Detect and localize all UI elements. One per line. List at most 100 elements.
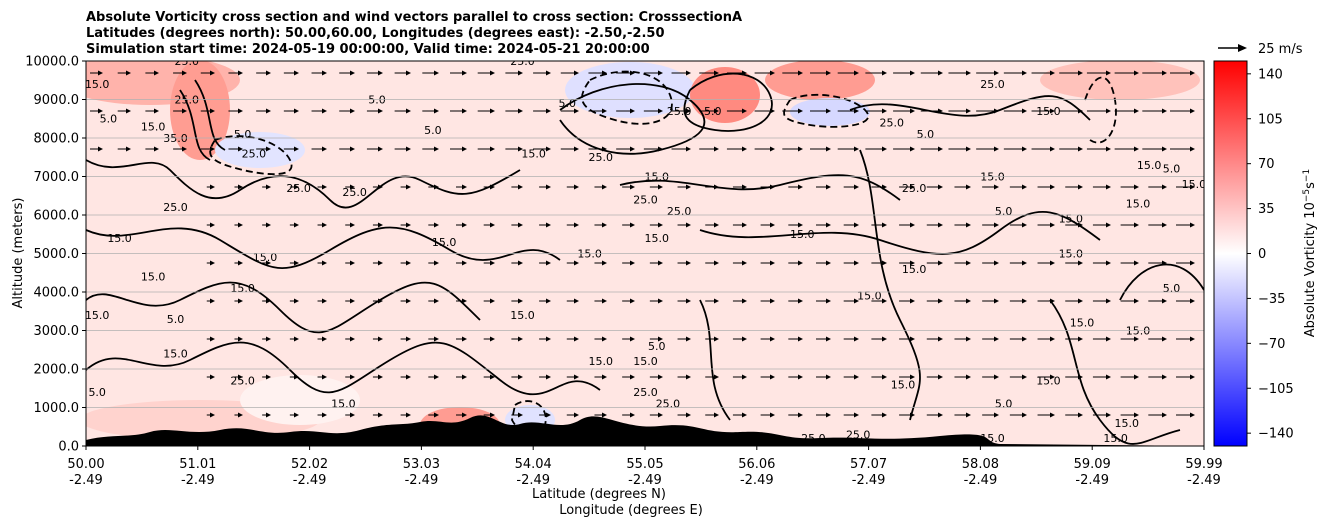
wind-vector-head <box>658 374 663 380</box>
wind-vector-head <box>854 184 859 190</box>
negative-vorticity-region <box>565 62 695 118</box>
wind-vector-head <box>462 374 467 380</box>
wind-vector-head <box>910 146 915 152</box>
wind-vector-head <box>574 336 579 342</box>
wind-vector-head <box>1134 184 1139 190</box>
wind-vector-head <box>938 70 943 76</box>
wind-vector-head <box>434 412 439 418</box>
y-tick-label: 1000.0 <box>34 401 80 416</box>
wind-vector-head <box>322 336 327 342</box>
wind-vector-head <box>686 336 691 342</box>
wind-vector-head <box>350 451 355 456</box>
wind-vector-head <box>1022 451 1027 456</box>
contour-label: 15.0 <box>85 78 110 91</box>
contour-label: 15.0 <box>589 355 614 368</box>
wind-vector-head <box>994 336 999 342</box>
wind-vector-head <box>1162 146 1167 152</box>
wind-vector-head <box>462 108 467 114</box>
wind-vector-head <box>602 222 607 228</box>
wind-vector-head <box>910 298 915 304</box>
wind-vector-head <box>518 108 523 114</box>
wind-vector-head <box>546 374 551 380</box>
wind-vector-head <box>658 336 663 342</box>
wind-vector-head <box>742 70 747 76</box>
wind-vector-head <box>910 184 915 190</box>
wind-vector-head <box>462 298 467 304</box>
wind-vector-head <box>1050 146 1055 152</box>
x-axis-label-latitude: Latitude (degrees N) <box>532 487 666 502</box>
y-tick-label: 3000.0 <box>34 324 80 339</box>
wind-vector-head <box>910 222 915 228</box>
quiver-key-arrow-head <box>1238 44 1247 52</box>
wind-vector-head <box>434 374 439 380</box>
contour-label: 5.0 <box>995 205 1013 218</box>
wind-vector-head <box>1134 451 1139 456</box>
wind-vector-head <box>1050 336 1055 342</box>
wind-vector-head <box>1022 146 1027 152</box>
wind-vector-head <box>1106 146 1111 152</box>
wind-vector-head <box>798 374 803 380</box>
wind-vector-head <box>462 412 467 418</box>
contour-line <box>699 299 731 421</box>
colorbar-tick-label: −140 <box>1258 427 1294 442</box>
contour-label: 15.0 <box>1036 105 1061 118</box>
positive-vorticity-region <box>170 61 230 160</box>
wind-vector-head <box>798 146 803 152</box>
wind-vector-head <box>1134 374 1139 380</box>
contour-label: 15.0 <box>891 378 916 391</box>
wind-vector-head <box>546 108 551 114</box>
wind-vector-head <box>966 222 971 228</box>
wind-vector-head <box>546 336 551 342</box>
wind-vector-head <box>882 260 887 266</box>
wind-vector-head <box>406 184 411 190</box>
wind-vector-head <box>294 260 299 266</box>
wind-vector-head <box>882 184 887 190</box>
wind-vector-head <box>518 298 523 304</box>
wind-vector-head <box>938 184 943 190</box>
wind-vector-head <box>1134 298 1139 304</box>
wind-vector-head <box>854 70 859 76</box>
contour-label: 15.0 <box>1137 159 1162 172</box>
wind-vector-head <box>378 451 383 456</box>
wind-vector-head <box>882 146 887 152</box>
wind-vector-head <box>1162 222 1167 228</box>
contour-label: 25.0 <box>174 55 199 68</box>
contour-label: 15.0 <box>141 270 166 283</box>
colorbar-tick-label: 0 <box>1258 247 1266 262</box>
contour-label: 15.0 <box>1182 178 1207 191</box>
contour-label: 15.0 <box>85 309 110 322</box>
wind-vector-head <box>658 260 663 266</box>
x-tick-label-latitude: 51.01 <box>179 457 216 472</box>
wind-vector-head <box>882 374 887 380</box>
wind-vector-head <box>210 222 215 228</box>
contour-label: 25.0 <box>230 374 255 387</box>
wind-vector-head <box>98 146 103 152</box>
wind-vector-head <box>1134 260 1139 266</box>
wind-vector-head <box>518 451 523 456</box>
wind-vector-head <box>574 108 579 114</box>
wind-vector-head <box>126 146 131 152</box>
contour-label: 5.0 <box>100 113 118 126</box>
contour-label: 25.0 <box>286 182 311 195</box>
wind-vector-head <box>238 260 243 266</box>
wind-vector-head <box>406 298 411 304</box>
wind-vector-head <box>1050 374 1055 380</box>
contour-label: 15.0 <box>141 120 166 133</box>
wind-vector-head <box>1134 108 1139 114</box>
wind-vector-head <box>798 184 803 190</box>
contour-labels: 15.05.025.015.025.035.025.05.025.025.015… <box>85 55 1207 445</box>
contour-label: 15.0 <box>633 355 658 368</box>
wind-vector-head <box>1190 222 1195 228</box>
wind-vector-head <box>1022 412 1027 418</box>
contour-label: 25.0 <box>902 182 927 195</box>
wind-vector-head <box>602 184 607 190</box>
wind-vector-head <box>742 336 747 342</box>
wind-vector-head <box>994 184 999 190</box>
wind-vector-head <box>882 298 887 304</box>
wind-vector-head <box>1078 108 1083 114</box>
wind-vector-head <box>406 222 411 228</box>
wind-vector-head <box>294 222 299 228</box>
wind-vector-head <box>630 298 635 304</box>
wind-vector-head <box>714 260 719 266</box>
contour-label: 25.0 <box>342 186 367 199</box>
